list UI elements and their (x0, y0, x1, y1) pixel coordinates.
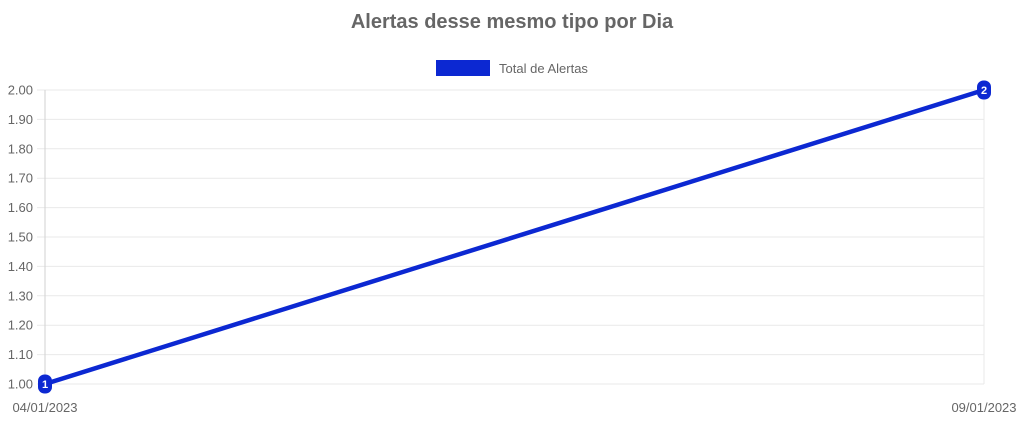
data-point-badge[interactable] (38, 374, 52, 394)
y-tick-label: 1.10 (8, 347, 33, 362)
y-tick-label: 1.50 (8, 230, 33, 245)
legend-swatch (436, 60, 491, 76)
legend: Total de Alertas (0, 60, 1024, 76)
data-point-label: 1 (42, 379, 48, 391)
y-tick-label: 1.80 (8, 141, 33, 156)
y-tick-label: 1.90 (8, 112, 33, 127)
y-tick-label: 1.30 (8, 288, 33, 303)
y-tick-label: 1.70 (8, 171, 33, 186)
y-tick-label: 2.00 (8, 83, 33, 98)
legend-item-total-de-alertas[interactable]: Total de Alertas (436, 60, 588, 76)
y-tick-label: 1.40 (8, 259, 33, 274)
data-point-badge[interactable] (977, 80, 991, 100)
y-tick-label: 1.20 (8, 318, 33, 333)
x-tick-label: 04/01/2023 (12, 400, 77, 415)
y-tick-label: 1.60 (8, 200, 33, 215)
y-tick-label: 1.00 (8, 377, 33, 392)
series-line (42, 87, 987, 387)
chart-title: Alertas desse mesmo tipo por Dia (350, 11, 674, 33)
data-point-label: 2 (981, 85, 987, 97)
x-tick-label: 09/01/2023 (951, 400, 1016, 415)
legend-label: Total de Alertas (499, 60, 588, 76)
